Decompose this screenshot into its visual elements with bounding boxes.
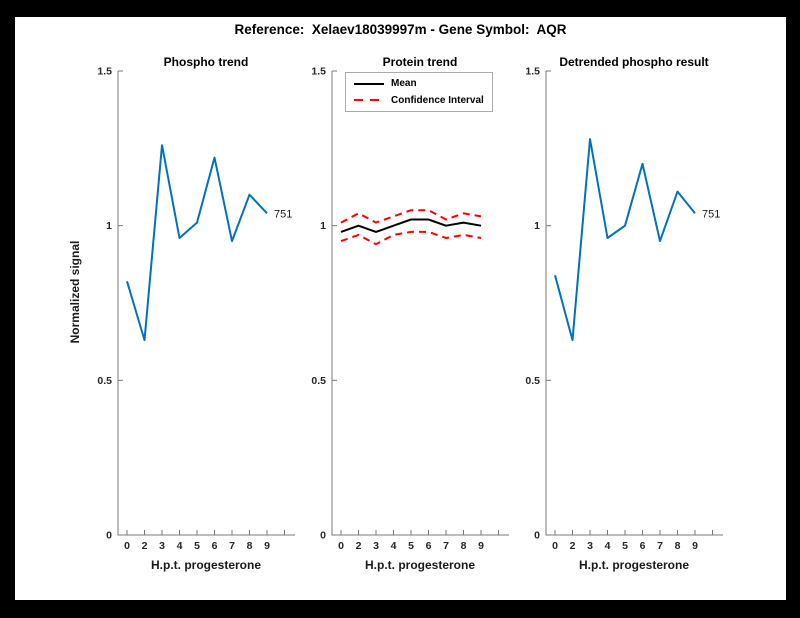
subplot2-xtick-label: 9: [478, 540, 484, 552]
subplot1-xtick-label: 5: [194, 540, 200, 552]
subplot1-ytick-label: 0.5: [97, 375, 112, 387]
confidence-interval-swatch: [354, 98, 384, 102]
subplot2-xlabel: H.p.t. progesterone: [364, 558, 475, 572]
legend-confidence-label: Confidence Interval: [391, 94, 484, 106]
confidence-interval-lower: [340, 230, 482, 246]
figure-canvas: Reference: Xelaev18039997m - Gene Symbol…: [15, 17, 786, 600]
subplot1-ytick-label: 0: [106, 530, 112, 542]
subplot2-xtick-label: 7: [443, 540, 449, 552]
subplot2-ytick-label: 1: [320, 220, 326, 232]
subplot3-xtick-label: 8: [675, 540, 681, 552]
subplot3-ytick-label: 1: [534, 220, 540, 232]
subplot2-xtick-label: 3: [373, 540, 379, 552]
subplot1-ylabel: Normalized signal: [68, 240, 82, 344]
legend-mean-label: Mean: [391, 78, 417, 90]
subplot3-xtick-label: 4: [605, 540, 611, 552]
subplot3-xlabel: H.p.t. progesterone: [578, 558, 689, 572]
subplot1-xtick-label: 9: [264, 540, 270, 552]
subplot3-xtick-label: 2: [570, 540, 576, 552]
subplot1-xtick-label: 2: [142, 540, 148, 552]
figure-title: Reference: Xelaev18039997m - Gene Symbol…: [234, 22, 567, 37]
subplot3-xtick-label: 3: [587, 540, 593, 552]
subplot2-xtick-label: 6: [426, 540, 432, 552]
subplot2-ytick-label: 0.5: [311, 375, 326, 387]
legend-box: Mean Confidence Interval: [345, 72, 493, 112]
legend-entry-mean: Mean: [346, 76, 492, 91]
subplot1-xtick-label: 7: [229, 540, 235, 552]
mean-line: [340, 218, 482, 233]
subplot1-xtick-label: 6: [212, 540, 218, 552]
subplot1-ytick-label: 1: [106, 220, 112, 232]
mean-line-swatch: [354, 82, 384, 85]
detrended-phospho-line: [554, 138, 696, 342]
subplot2-xtick-label: 0: [338, 540, 344, 552]
subplot1-xtick-label: 4: [177, 540, 183, 552]
subplot2-xtick-label: 8: [461, 540, 467, 552]
subplot2-title: Protein trend: [382, 55, 458, 69]
subplot1-xtick-label: 3: [159, 540, 165, 552]
subplot2-ytick-label: 1.5: [311, 66, 326, 78]
subplot1-axes: [117, 71, 295, 536]
subplot2-xtick-label: 2: [356, 540, 362, 552]
subplot3-axes: [545, 71, 723, 536]
subplot1-ytick-label: 1.5: [97, 66, 112, 78]
subplot3-xtick-label: 7: [657, 540, 663, 552]
subplot3-ytick-label: 0.5: [525, 375, 540, 387]
subplot3-xtick-label: 6: [640, 540, 646, 552]
subplot2-xtick-label: 5: [408, 540, 414, 552]
phospho-trend-line: [126, 144, 268, 342]
subplot1-xtick-label: 0: [124, 540, 130, 552]
subplot3-title: Detrended phospho result: [559, 55, 709, 69]
subplot1-xtick-label: 8: [247, 540, 253, 552]
subplot1-title: Phospho trend: [163, 55, 249, 69]
subplot3-xtick-label: 0: [552, 540, 558, 552]
subplot3-xtick-label: 9: [692, 540, 698, 552]
subplot3-ytick-label: 0: [534, 530, 540, 542]
subplot1-end-label: 751: [274, 208, 292, 220]
legend-entry-confidence-interval: Confidence Interval: [346, 93, 492, 108]
subplot3-ytick-label: 1.5: [525, 66, 540, 78]
subplot2-ytick-label: 0: [320, 530, 326, 542]
subplot1-xlabel: H.p.t. progesterone: [150, 558, 261, 572]
confidence-interval-upper: [340, 209, 482, 224]
subplot2-axes: [331, 71, 509, 536]
subplot3-xtick-label: 5: [622, 540, 628, 552]
subplot2-xtick-label: 4: [391, 540, 397, 552]
subplot3-end-label: 751: [702, 208, 720, 220]
